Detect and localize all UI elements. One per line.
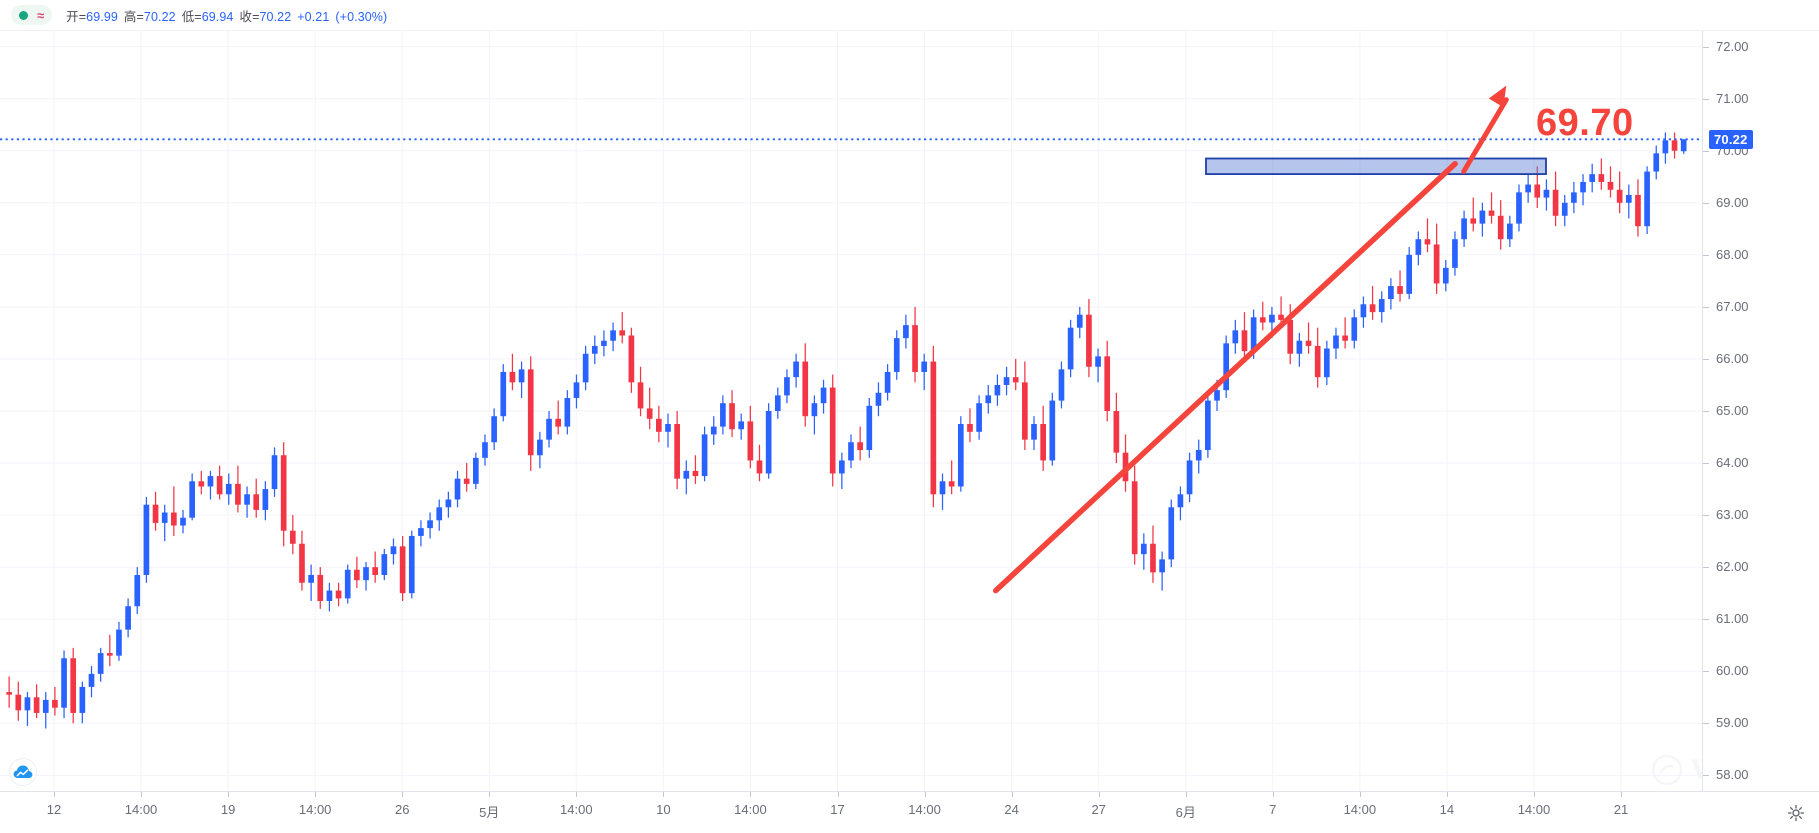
price-tick-label: 72.00: [1716, 38, 1749, 54]
time-tick-label: 24: [1004, 802, 1019, 817]
price-tick: 61.00: [1703, 612, 1819, 626]
price-tick: 62.00: [1703, 560, 1819, 574]
symbol-status-badge[interactable]: ≈: [11, 5, 53, 25]
close-label: 收=: [239, 9, 260, 24]
time-tick-label: 14:00: [908, 802, 941, 817]
high-value: 70.22: [143, 9, 176, 24]
gear-icon[interactable]: [1787, 804, 1805, 822]
price-tick-label: 69.00: [1716, 194, 1749, 210]
time-tick-label: 14:00: [734, 802, 767, 817]
cloud-chart-logo-icon[interactable]: [9, 758, 37, 786]
time-tick-label: 27: [1091, 802, 1106, 817]
price-tick: 67.00: [1703, 298, 1819, 314]
time-tick-label: 7: [1269, 802, 1277, 817]
price-tick-label: 67.00: [1716, 298, 1749, 314]
price-tick: 59.00: [1703, 716, 1819, 730]
price-tick-label: 59.00: [1716, 715, 1749, 731]
price-axis[interactable]: USD ▼ 72.0071.0070.0069.0068.0067.0066.0…: [1702, 0, 1819, 791]
price-tick: 64.00: [1703, 456, 1819, 470]
time-tick-label: 14:00: [298, 802, 332, 817]
candlestick-plot-area[interactable]: [0, 31, 1702, 791]
time-tick-label: 19: [220, 802, 236, 817]
time-tick-label: 14: [1439, 802, 1455, 817]
high-label: 高=: [123, 9, 144, 24]
time-axis[interactable]: 12 14:00 19 14:00 26 5月 14:00 10 14:00 17 14:00 24 2…: [0, 791, 1819, 833]
price-tick: 66.00: [1703, 350, 1819, 366]
change-percent: (+0.30%): [335, 9, 388, 24]
time-tick-label: 14:00: [560, 802, 593, 817]
last-price-value: 70.22: [1714, 131, 1748, 147]
change-absolute: +0.21: [297, 9, 330, 24]
time-tick-label: 26: [394, 802, 410, 817]
low-value: 69.94: [201, 9, 234, 24]
last-price-tag: 70.22: [1709, 129, 1753, 149]
price-tick-label: 64.00: [1716, 455, 1749, 471]
time-tick-label: 14:00: [1343, 802, 1377, 817]
price-tick: 63.00: [1703, 508, 1819, 522]
price-tick-label: 63.00: [1716, 507, 1749, 523]
time-tick-label: 5月: [479, 805, 500, 820]
chart-canvas: [0, 31, 1702, 791]
price-tick-label: 62.00: [1716, 559, 1749, 575]
time-tick-label: 14:00: [124, 802, 158, 817]
wave-icon: ≈: [37, 7, 45, 23]
price-tick: 65.00: [1703, 404, 1819, 418]
price-tick-label: 65.00: [1716, 403, 1749, 418]
close-value: 70.22: [259, 9, 292, 24]
candlestick-series: [6, 132, 1687, 729]
resistance-price-label: 69.70: [1536, 102, 1634, 144]
time-tick-label: 10: [656, 802, 671, 817]
price-tick: 60.00: [1703, 664, 1819, 678]
price-tick-label: 71.00: [1716, 90, 1749, 106]
price-tick: 68.00: [1703, 246, 1819, 262]
time-tick-label: 17: [830, 802, 845, 817]
horizontal-gridlines: [0, 46, 1702, 776]
ohlc-values: 开=69.99 高=70.22 低=69.94 收=70.22 +0.21 (+0.30%…: [66, 6, 387, 25]
price-tick-label: 58.00: [1716, 767, 1749, 783]
time-tick-label: 6月: [1175, 805, 1196, 820]
open-value: 69.99: [86, 9, 118, 24]
price-tick-label: 61.00: [1716, 611, 1749, 627]
price-tick: 69.00: [1703, 194, 1819, 210]
price-tick: 72.00: [1703, 38, 1819, 54]
time-tick-label: 21: [1613, 802, 1629, 817]
drawing-overlays: [0, 85, 1702, 594]
price-tick-label: 66.00: [1716, 350, 1749, 366]
chart-legend-bar: ≈ 开=69.99 高=70.22 低=69.94 收=70.22 +0.21 (+0.3…: [0, 0, 1819, 31]
price-tick-label: 68.00: [1716, 246, 1749, 262]
open-label: 开=: [66, 9, 87, 24]
time-tick-label: 12: [46, 802, 62, 817]
low-label: 低=: [181, 9, 202, 24]
price-tick-label: 60.00: [1716, 663, 1749, 679]
time-tick-label: 14:00: [1517, 802, 1551, 817]
green-dot-icon: [19, 10, 28, 20]
price-tick: 58.00: [1703, 768, 1819, 782]
price-tick: 71.00: [1703, 90, 1819, 106]
